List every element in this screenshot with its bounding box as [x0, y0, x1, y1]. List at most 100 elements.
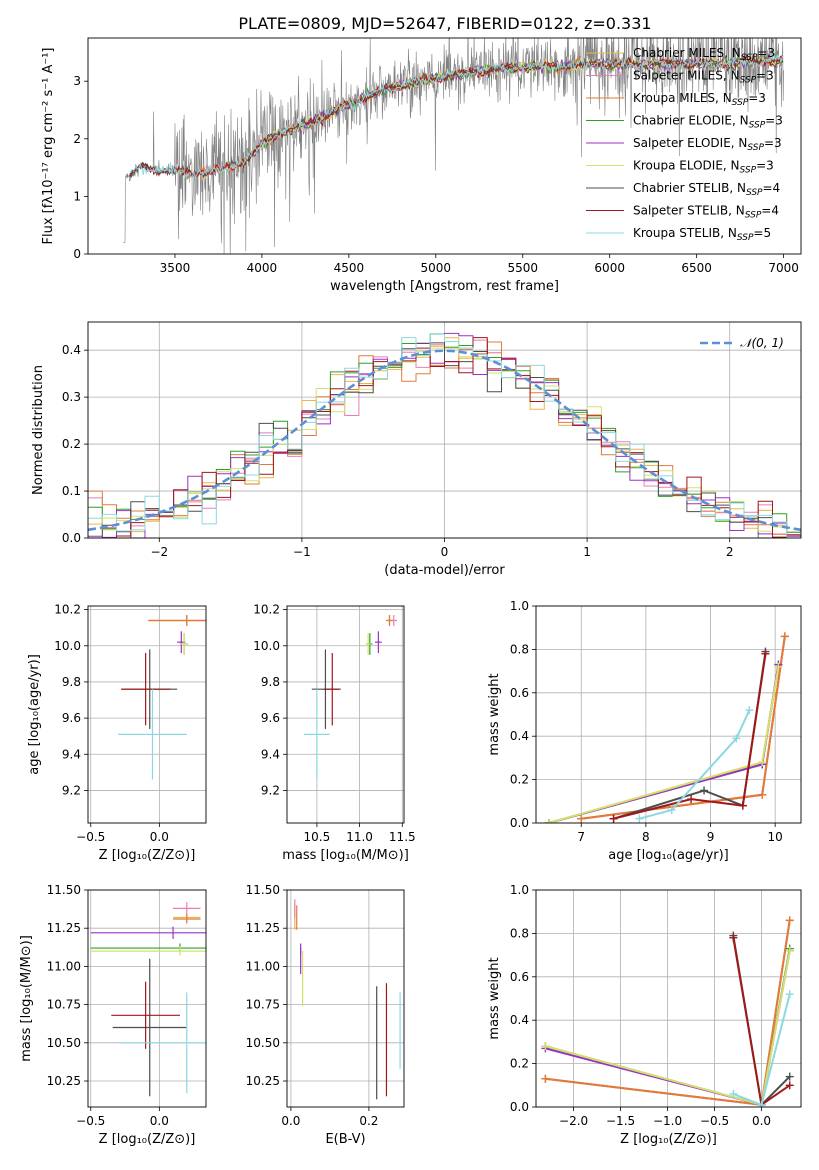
plot-area	[541, 916, 794, 1107]
y-tick-label: 0.4	[510, 729, 529, 743]
panel-mass_weight_vs_Z: −2.0 −1.5 −1.0 −0.5 0.0 0.0 0.2 0.4 0.6 0.8 1.0 Z […	[487, 883, 802, 1147]
x-axis-label: Z [log₁₀(Z/Z⊙)]	[99, 848, 196, 863]
legend-label-salpeter_stelib: Salpeter STELIB, NSSP=4	[633, 204, 779, 221]
gaussian-reference	[88, 349, 801, 532]
y-tick-label: 0.0	[510, 1100, 529, 1114]
y-tick-label: 0.2	[62, 437, 81, 451]
panel-residuals: −2 −1 0 1 2 0.0 0.1 0.2 0.3 0.4 (data-model)/error…	[31, 321, 802, 578]
x-axis-label: Z [log₁₀(Z/Z⊙)]	[99, 1132, 196, 1147]
x-tick-label: −2.0	[559, 1114, 588, 1128]
x-tick-label: 1	[583, 545, 591, 559]
x-tick-label: 10.5	[304, 830, 331, 844]
legend-label-kroupa_elodie: Kroupa ELODIE, NSSP=3	[633, 159, 774, 176]
y-tick-label: 11.25	[47, 921, 81, 935]
errorbar-kroupa_elodie	[179, 633, 189, 655]
axes-frame	[87, 889, 207, 1108]
mass-weight-marker-kroupa_stelib	[757, 1100, 766, 1107]
legend-label-salpeter_elodie: Salpeter ELODIE, NSSP=3	[633, 136, 782, 153]
mass-weight-line-kroupa_stelib	[639, 709, 751, 820]
errorbar-salpeter_stelib	[120, 653, 171, 726]
mass-weight-marker-chabrier_stelib	[785, 1072, 794, 1081]
mass-weight-marker-kroupa_elodie	[541, 1042, 550, 1051]
plot-area	[122, 38, 784, 254]
grid	[287, 606, 404, 823]
y-tick-label: 9.8	[62, 675, 81, 689]
x-axis-label: E(B-V)	[325, 1132, 365, 1147]
x-tick-label: −1.5	[606, 1114, 635, 1128]
gaussian-legend-label: 𝒩(0, 1)	[740, 336, 784, 350]
y-tick-label: 10.25	[47, 1074, 81, 1088]
residual-hist-salpeter_stelib	[88, 337, 801, 538]
mass-weight-marker-kroupa_miles	[577, 814, 586, 823]
mass-weight-marker-kroupa_stelib	[745, 706, 754, 715]
panel-mass_vs_Z: −0.5 0.0 10.25 10.50 10.75 11.00 11.25 11.50 Z […	[19, 883, 207, 1147]
y-axis-label: mass weight	[487, 957, 502, 1039]
y-tick-label: 9.6	[261, 711, 280, 725]
residual-hist-kroupa_stelib	[88, 333, 801, 538]
y-tick-label: 0.8	[510, 642, 529, 656]
x-tick-label: 6000	[594, 261, 625, 275]
panel-age_vs_mass: 10.5 11.0 11.5 9.2 9.4 9.6 9.8 10.0 10.2 mass [lo…	[253, 603, 415, 863]
errorbar-salpeter_stelib	[111, 981, 180, 1049]
y-tick-label: 11.50	[246, 883, 280, 897]
legend-label-kroupa_miles: Kroupa MILES, NSSP=3	[633, 91, 766, 108]
x-tick-label: 2	[726, 545, 734, 559]
y-tick-label: 0.1	[62, 484, 81, 498]
y-tick-label: 0.0	[510, 816, 529, 830]
mass-weight-marker-kroupa_miles	[785, 916, 794, 925]
y-tick-label: 9.6	[62, 711, 81, 725]
y-tick-label: 3	[73, 74, 81, 88]
y-tick-label: 11.50	[47, 883, 81, 897]
y-tick-label: 11.00	[246, 959, 280, 973]
y-tick-label: 10.0	[253, 639, 280, 653]
panel-spectrum: 3500 4000 4500 5000 5500 6000 6500 7000 0 1 2 3 wave…	[41, 37, 802, 294]
grid	[88, 889, 206, 1107]
x-tick-label: 7000	[768, 261, 799, 275]
x-tick-label: 9	[707, 830, 715, 844]
y-tick-label: 0.2	[510, 1057, 529, 1071]
axes-frame	[286, 605, 405, 824]
x-tick-label: −0.5	[700, 1114, 729, 1128]
y-tick-label: 1	[73, 189, 81, 203]
grid	[536, 889, 801, 1108]
figure-title: PLATE=0809, MJD=52647, FIBERID=0122, z=0…	[238, 14, 651, 33]
axes-frame	[535, 889, 802, 1108]
x-tick-label: −1	[293, 545, 311, 559]
errorbar-kroupa_miles	[386, 615, 393, 626]
axes-frame	[286, 889, 405, 1108]
y-tick-label: 10.2	[54, 603, 81, 617]
y-tick-label: 2	[73, 132, 81, 146]
x-tick-label: −2	[150, 545, 168, 559]
x-tick-label: −0.5	[76, 830, 105, 844]
errorbar-kroupa_elodie	[90, 946, 206, 956]
y-tick-label: 10.75	[47, 998, 81, 1012]
y-tick-label: 10.50	[246, 1036, 280, 1050]
y-tick-label: 0.6	[510, 686, 529, 700]
mass-weight-marker-kroupa_elodie	[774, 662, 783, 671]
legend-label-chabrier_miles: Chabrier MILES, NSSP=3	[633, 46, 775, 63]
errorbar-salpeter_elodie	[90, 926, 206, 939]
observed-spectrum	[122, 38, 784, 254]
x-axis-label: age [log₁₀(age/yr)]	[608, 848, 729, 863]
errorbar-kroupa_stelib	[118, 992, 206, 1094]
x-axis-label: Z [log₁₀(Z/Z⊙)]	[620, 1132, 717, 1147]
mass-weight-marker-kroupa_elodie	[758, 758, 767, 767]
y-tick-label: 0.8	[510, 926, 529, 940]
y-tick-label: 9.2	[261, 783, 280, 797]
errorbar-kroupa_stelib	[118, 689, 187, 780]
mass-weight-marker-kroupa_miles	[780, 632, 789, 641]
y-tick-label: 0.2	[510, 773, 529, 787]
legend-label-salpeter_miles: Salpeter MILES, NSSP=3	[633, 69, 774, 86]
x-tick-label: 11.5	[389, 830, 416, 844]
y-tick-label: 9.4	[62, 747, 81, 761]
mass-weight-marker-salpeter_stelib	[785, 1081, 794, 1090]
x-axis-label: mass [log₁₀(M/M⊙)]	[282, 848, 409, 863]
axes-frame	[87, 321, 802, 539]
y-tick-label: 10.25	[246, 1074, 280, 1088]
x-axis-label: (data-model)/error	[384, 563, 505, 578]
errorbar-chabrier_stelib	[112, 958, 187, 1097]
x-tick-label: −1.0	[653, 1114, 682, 1128]
mass-weight-marker-kroupa_stelib	[732, 734, 741, 743]
x-tick-label: 0.0	[281, 1114, 300, 1128]
